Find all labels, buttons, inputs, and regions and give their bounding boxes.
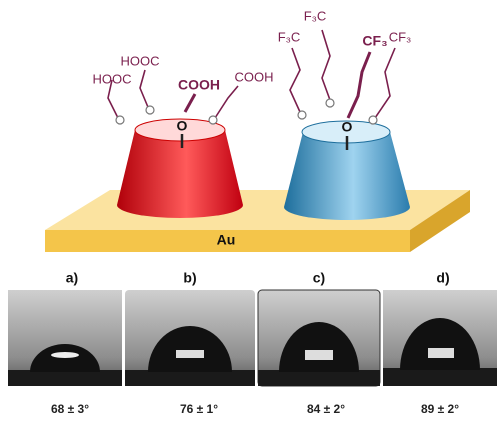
contact-angle: 68 ± 3° xyxy=(51,402,89,416)
group-label: CF₃ xyxy=(389,29,412,44)
contact-angle: 84 ± 2° xyxy=(307,402,345,416)
panel-label: a) xyxy=(66,270,78,286)
panel-label: d) xyxy=(436,270,449,286)
panel-label: b) xyxy=(183,270,196,286)
group-label: COOH xyxy=(178,77,220,93)
cyclodextrin-acid xyxy=(107,69,243,218)
cyclodextrin-fluoro xyxy=(284,29,410,220)
group-label: HOOC xyxy=(121,53,160,68)
group-label: F₃C xyxy=(304,8,327,23)
contact-angle: 76 ± 1° xyxy=(180,402,218,416)
anchor-atom: O xyxy=(342,119,353,135)
substrate-label: Au xyxy=(217,232,236,248)
group-label: COOH xyxy=(235,69,274,84)
photo-a xyxy=(8,290,122,386)
photo-d xyxy=(383,290,497,386)
group-label: CF₃ xyxy=(362,33,387,49)
group-label: HOOC xyxy=(93,71,132,86)
group-label: F₃C xyxy=(278,29,301,44)
panel-label: c) xyxy=(313,270,325,286)
photo-c xyxy=(257,289,381,387)
photo-b xyxy=(125,290,255,386)
contact-angle: 89 ± 2° xyxy=(421,402,459,416)
anchor-atom: O xyxy=(177,118,188,134)
